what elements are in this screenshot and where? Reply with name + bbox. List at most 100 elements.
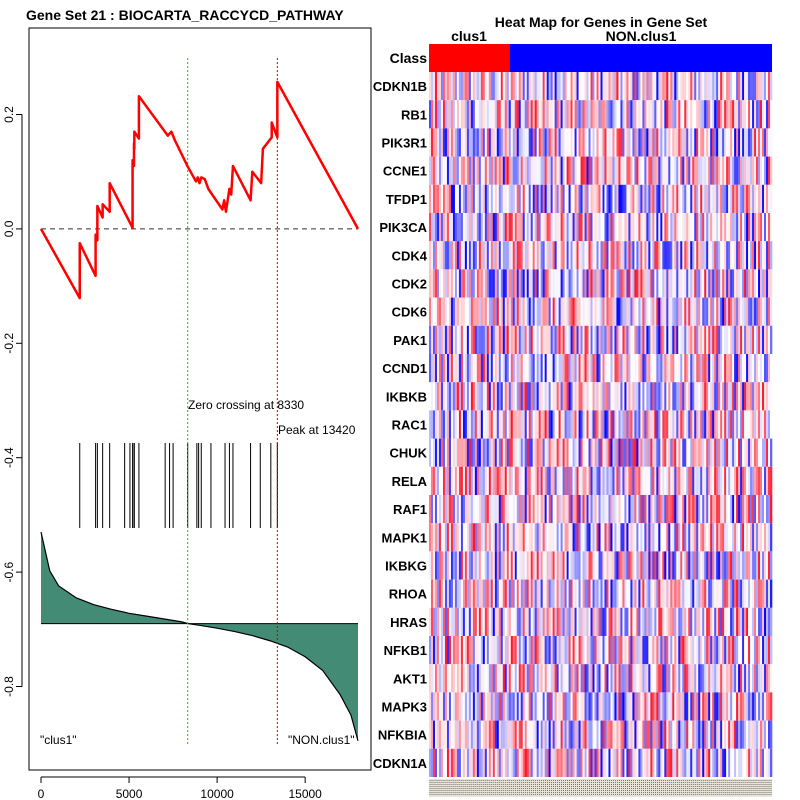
heatmap-cell: [708, 410, 711, 439]
heatmap-cell: [756, 664, 759, 693]
heatmap-cell: [742, 184, 745, 213]
heatmap-cell: [456, 325, 460, 354]
heatmap-cell: [698, 466, 701, 495]
heatmap-cell: [454, 382, 458, 411]
heatmap-cell: [650, 184, 653, 213]
heatmap-cell: [766, 551, 769, 580]
heatmap-cell: [668, 466, 671, 495]
heatmap-cell: [700, 269, 703, 298]
heatmap-cell: [756, 607, 759, 636]
heatmap-cell: [698, 297, 701, 326]
heatmap-cell: [546, 269, 549, 298]
heatmap-cell: [480, 213, 484, 242]
heatmap-cell: [492, 156, 496, 185]
heatmap-cell: [498, 410, 502, 439]
heatmap-cell: [650, 748, 653, 777]
heatmap-cell: [668, 241, 671, 270]
heatmap-cell: [732, 100, 735, 129]
heatmap-cell: [592, 748, 595, 777]
heatmap-cell: [632, 100, 635, 129]
heatmap-cell: [588, 664, 591, 693]
heatmap-cell: [482, 325, 486, 354]
heatmap-cell: [650, 664, 653, 693]
heatmap-cell: [704, 382, 707, 411]
heatmap-cell: [612, 523, 615, 552]
heatmap-cell: [538, 382, 541, 411]
heatmap-cell: [720, 156, 723, 185]
heatmap-cell: [490, 579, 494, 608]
heatmap-cell: [674, 692, 677, 721]
heatmap-cell: [644, 325, 647, 354]
heatmap-cell: [686, 438, 689, 467]
heatmap-cell: [576, 156, 579, 185]
heatmap-cell: [770, 466, 773, 495]
heatmap-cell: [622, 495, 625, 524]
heatmap-cell: [666, 664, 669, 693]
heatmap-cell: [554, 523, 557, 552]
heatmap-cell: [436, 664, 440, 693]
heatmap-cell: [600, 213, 603, 242]
heatmap-cell: [752, 241, 755, 270]
heatmap-cell: [436, 382, 440, 411]
heatmap-cell: [448, 720, 452, 749]
heatmap-cell: [668, 438, 671, 467]
heatmap-cell: [732, 410, 735, 439]
heatmap-cell: [676, 410, 679, 439]
heatmap-cell: [626, 664, 629, 693]
heatmap-cell: [706, 156, 709, 185]
heatmap-cell: [712, 664, 715, 693]
heatmap-cell: [432, 551, 436, 580]
heatmap-cell: [720, 269, 723, 298]
heatmap-cell: [760, 354, 763, 383]
heatmap-cell: [504, 382, 508, 411]
heatmap-cell: [756, 184, 759, 213]
heatmap-cell: [592, 438, 595, 467]
heatmap-cell: [538, 410, 541, 439]
heatmap-cell: [764, 579, 767, 608]
heatmap-cell: [558, 100, 561, 129]
heatmap-cell: [548, 495, 551, 524]
heatmap-cell: [758, 184, 761, 213]
heatmap-cell: [756, 438, 759, 467]
heatmap-cell: [452, 720, 456, 749]
heatmap-cell: [486, 128, 490, 157]
heatmap-cell: [498, 664, 502, 693]
heatmap-cell: [768, 523, 771, 552]
heatmap-cell: [474, 213, 478, 242]
heatmap-cell: [636, 100, 639, 129]
heatmap-cell: [602, 184, 605, 213]
heatmap-cell: [732, 241, 735, 270]
heatmap-cell: [582, 325, 585, 354]
heatmap-cell: [730, 100, 733, 129]
heatmap-cell: [670, 100, 673, 129]
heatmap-cell: [536, 100, 539, 129]
heatmap-cell: [754, 438, 757, 467]
heatmap-cell: [694, 128, 697, 157]
heatmap-cell: [550, 410, 553, 439]
heatmap-cell: [742, 551, 745, 580]
heatmap-cell: [660, 128, 663, 157]
heatmap-cell: [496, 156, 500, 185]
heatmap-cell: [636, 354, 639, 383]
heatmap-cell: [476, 128, 480, 157]
heatmap-cell: [700, 297, 703, 326]
heatmap-cell: [622, 579, 625, 608]
heatmap-cell: [710, 325, 713, 354]
heatmap-cell: [480, 156, 484, 185]
heatmap-cell: [716, 607, 719, 636]
heatmap-cell: [754, 495, 757, 524]
heatmap-cell: [688, 438, 691, 467]
heatmap-cell: [534, 354, 537, 383]
heatmap-cell: [538, 636, 541, 665]
heatmap-cell: [434, 100, 438, 129]
heatmap-cell: [770, 213, 773, 242]
heatmap-cell: [542, 297, 545, 326]
heatmap-cell: [474, 241, 478, 270]
heatmap-cell: [756, 382, 759, 411]
heatmap-cell: [606, 495, 609, 524]
heatmap-cell: [736, 354, 739, 383]
heatmap-cell: [458, 354, 462, 383]
heatmap-cell: [736, 579, 739, 608]
heatmap-cell: [436, 720, 440, 749]
heatmap-cell: [726, 241, 729, 270]
